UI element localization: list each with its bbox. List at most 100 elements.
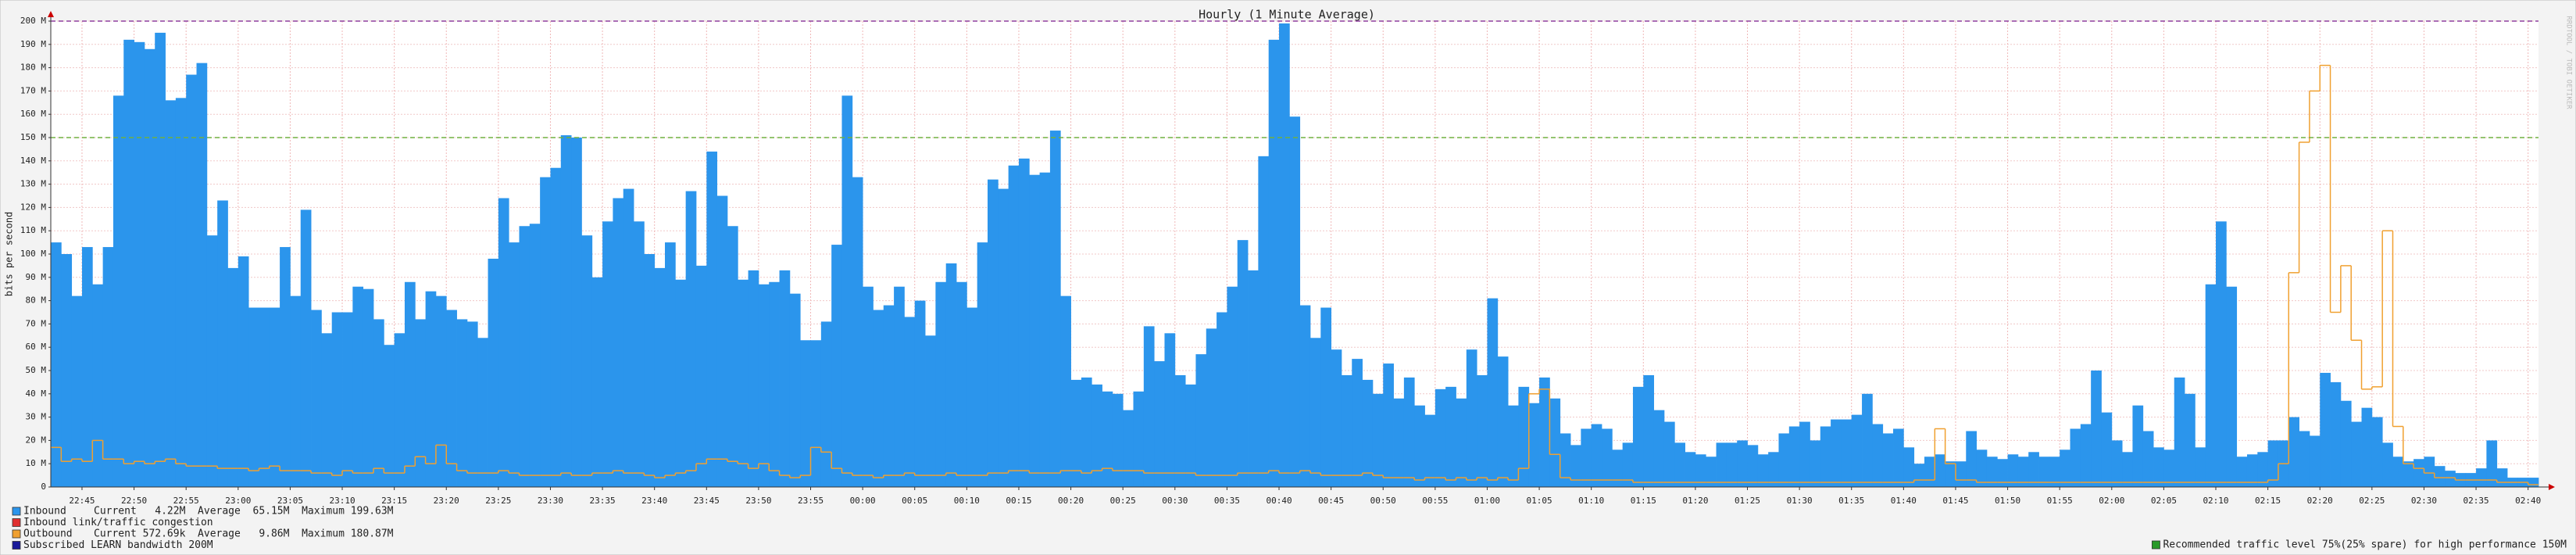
bar — [1716, 442, 1727, 487]
bar — [810, 340, 822, 487]
bar — [331, 312, 343, 487]
x-tick-label: 23:50 — [745, 496, 771, 506]
bar — [477, 338, 488, 487]
bar — [873, 310, 884, 487]
bar — [863, 286, 874, 487]
bar — [425, 291, 437, 487]
bar — [1570, 445, 1581, 487]
bar — [1653, 410, 1665, 487]
y-tick-label: 20 M — [26, 435, 47, 445]
bar — [1924, 457, 1935, 487]
bar — [342, 312, 353, 487]
bar — [2163, 449, 2175, 487]
bar — [1352, 359, 1363, 487]
bar — [2236, 457, 2248, 487]
x-tick-label: 01:25 — [1735, 496, 1760, 506]
legend-swatch — [12, 541, 21, 550]
bar — [571, 138, 582, 487]
bar — [2007, 454, 2019, 487]
bar — [1477, 374, 1488, 487]
bar — [644, 254, 656, 487]
x-tick-label: 01:50 — [1995, 496, 2020, 506]
bar — [1612, 449, 1624, 487]
y-tick-label: 40 M — [26, 388, 47, 399]
bar — [373, 319, 384, 487]
bar — [1195, 354, 1207, 487]
bar — [1403, 377, 1415, 487]
bar — [2528, 478, 2539, 487]
bar — [61, 254, 73, 487]
bar — [2111, 440, 2123, 487]
bar — [1258, 156, 1270, 487]
bar — [2142, 431, 2154, 487]
x-tick-label: 23:45 — [694, 496, 720, 506]
bar — [206, 235, 218, 487]
bar — [394, 333, 406, 487]
bar — [560, 135, 572, 487]
bar — [51, 242, 62, 487]
bar — [2299, 431, 2310, 487]
bar — [1112, 393, 1124, 487]
bar — [435, 295, 447, 487]
bar — [1997, 459, 2008, 487]
bar — [134, 41, 145, 487]
x-tick-label: 23:05 — [277, 496, 303, 506]
bar — [998, 188, 1009, 487]
bar — [2445, 471, 2456, 487]
bar — [758, 284, 770, 487]
bar — [2091, 371, 2102, 487]
bar — [831, 245, 842, 487]
bar — [727, 226, 738, 487]
bar — [1434, 388, 1446, 487]
x-tick-label: 01:15 — [1631, 496, 1656, 506]
y-tick-label: 190 M — [20, 39, 46, 49]
bar — [2257, 452, 2269, 487]
bar — [1737, 440, 1748, 487]
y-tick-label: 50 M — [26, 365, 47, 375]
bar — [800, 340, 811, 487]
bar — [321, 333, 333, 487]
bar — [956, 281, 967, 487]
bar — [2226, 286, 2238, 487]
bar — [1227, 286, 1238, 487]
bar — [175, 98, 187, 487]
bar — [977, 242, 988, 487]
bar — [1788, 426, 1800, 487]
bar — [1414, 405, 1425, 487]
legend-label: Inbound — [23, 506, 66, 517]
legend-swatch — [12, 518, 21, 527]
bar — [1341, 374, 1352, 487]
x-tick-label: 02:30 — [2411, 496, 2437, 506]
bar — [1591, 424, 1602, 487]
bar — [2413, 459, 2424, 487]
bar — [904, 317, 916, 487]
bar — [1757, 454, 1769, 487]
bar — [165, 100, 177, 487]
bar — [2486, 440, 2498, 487]
y-tick-label: 10 M — [26, 458, 47, 468]
bar — [2496, 468, 2508, 487]
bar — [280, 247, 291, 487]
x-tick-label: 00:30 — [1162, 496, 1188, 506]
bar — [529, 224, 541, 487]
bar — [1383, 363, 1394, 487]
bar — [1913, 464, 1925, 487]
bar — [2476, 468, 2487, 487]
bar — [602, 221, 613, 487]
bar — [841, 95, 853, 488]
bar — [1039, 172, 1051, 487]
x-tick-label: 02:40 — [2515, 496, 2541, 506]
x-tick-label: 00:20 — [1058, 496, 1084, 506]
bar — [987, 179, 999, 487]
bar — [1123, 410, 1134, 487]
bar — [1445, 386, 1456, 487]
bar — [1674, 442, 1685, 487]
bar — [2028, 452, 2039, 487]
y-tick-label: 90 M — [26, 272, 47, 282]
x-tick-label: 00:55 — [1422, 496, 1448, 506]
bar — [2382, 442, 2393, 487]
x-tick-label: 23:00 — [225, 496, 251, 506]
bar — [1810, 440, 1821, 487]
y-tick-label: 130 M — [20, 179, 46, 189]
bar — [2174, 377, 2185, 487]
